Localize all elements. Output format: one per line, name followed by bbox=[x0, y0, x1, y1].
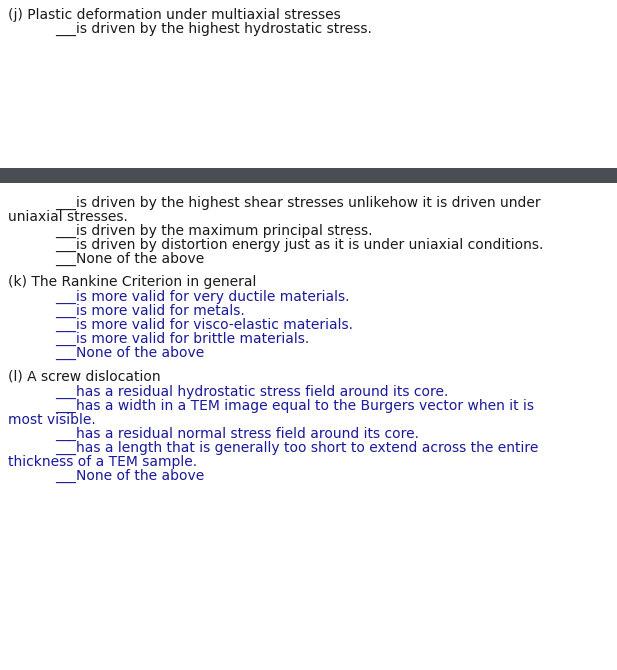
Text: (l) A screw dislocation: (l) A screw dislocation bbox=[8, 370, 160, 384]
Text: ___None of the above: ___None of the above bbox=[55, 346, 204, 360]
Text: (k) The Rankine Criterion in general: (k) The Rankine Criterion in general bbox=[8, 275, 257, 289]
Bar bbox=[0, 168, 617, 183]
Text: ___is more valid for very ductile materials.: ___is more valid for very ductile materi… bbox=[55, 290, 349, 304]
Text: ___has a length that is generally too short to extend across the entire: ___has a length that is generally too sh… bbox=[55, 441, 539, 455]
Text: ___has a residual hydrostatic stress field around its core.: ___has a residual hydrostatic stress fie… bbox=[55, 385, 449, 399]
Text: (j) Plastic deformation under multiaxial stresses: (j) Plastic deformation under multiaxial… bbox=[8, 8, 341, 22]
Text: ___None of the above: ___None of the above bbox=[55, 469, 204, 483]
Text: ___is driven by the highest hydrostatic stress.: ___is driven by the highest hydrostatic … bbox=[55, 22, 372, 36]
Text: ___is more valid for brittle materials.: ___is more valid for brittle materials. bbox=[55, 332, 309, 346]
Text: ___is more valid for visco-elastic materials.: ___is more valid for visco-elastic mater… bbox=[55, 318, 353, 332]
Text: ___None of the above: ___None of the above bbox=[55, 252, 204, 266]
Text: ___is driven by the maximum principal stress.: ___is driven by the maximum principal st… bbox=[55, 224, 373, 238]
Text: ___has a width in a TEM image equal to the Burgers vector when it is: ___has a width in a TEM image equal to t… bbox=[55, 399, 534, 413]
Text: ___is driven by the highest shear stresses unlikehow it is driven under: ___is driven by the highest shear stress… bbox=[55, 196, 540, 210]
Text: thickness of a TEM sample.: thickness of a TEM sample. bbox=[8, 455, 197, 469]
Text: ___is driven by distortion energy just as it is under uniaxial conditions.: ___is driven by distortion energy just a… bbox=[55, 238, 544, 252]
Text: most visible.: most visible. bbox=[8, 413, 96, 427]
Text: uniaxial stresses.: uniaxial stresses. bbox=[8, 210, 128, 224]
Text: ___is more valid for metals.: ___is more valid for metals. bbox=[55, 304, 245, 318]
Text: ___has a residual normal stress field around its core.: ___has a residual normal stress field ar… bbox=[55, 427, 419, 441]
